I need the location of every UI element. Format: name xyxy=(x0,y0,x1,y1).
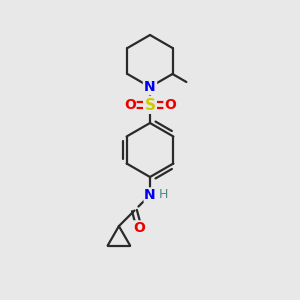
Text: H: H xyxy=(158,188,168,200)
Text: O: O xyxy=(124,98,136,112)
Text: O: O xyxy=(164,98,176,112)
Text: N: N xyxy=(144,188,156,202)
Text: O: O xyxy=(133,221,145,235)
Text: N: N xyxy=(144,80,156,94)
Text: S: S xyxy=(145,98,155,112)
